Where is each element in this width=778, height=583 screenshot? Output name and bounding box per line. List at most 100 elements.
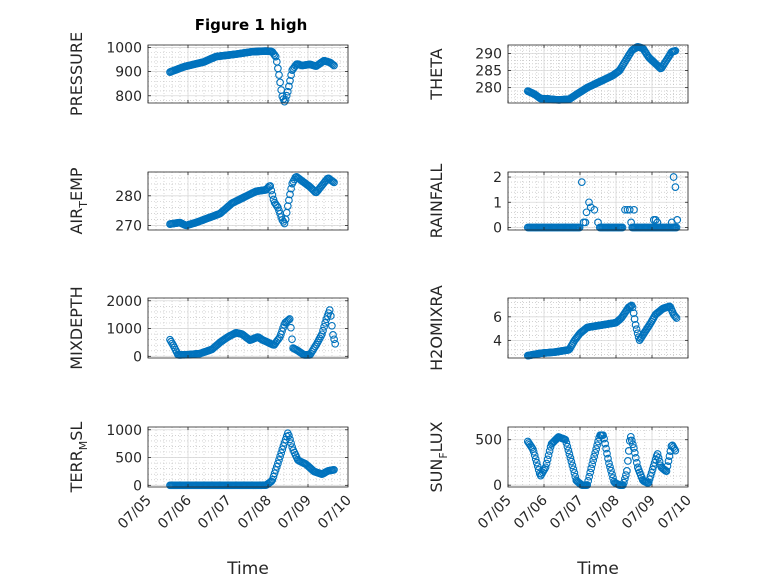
data-point bbox=[581, 218, 590, 227]
data-point bbox=[287, 71, 295, 79]
data-point bbox=[603, 449, 611, 458]
data-point bbox=[267, 186, 276, 195]
data-point bbox=[588, 460, 597, 469]
data-point bbox=[647, 468, 656, 477]
data-point bbox=[589, 456, 598, 465]
data-point bbox=[623, 467, 631, 475]
data-point bbox=[608, 470, 616, 479]
x-tick-label: 07/06 bbox=[155, 492, 195, 532]
series-markers bbox=[523, 173, 682, 232]
data-point bbox=[565, 450, 574, 458]
data-point bbox=[601, 439, 609, 448]
data-point bbox=[577, 178, 586, 186]
data-point bbox=[286, 76, 294, 85]
x-tick-label: 07/07 bbox=[195, 493, 235, 533]
data-point bbox=[283, 316, 292, 325]
x-tick-label: 07/06 bbox=[511, 492, 551, 532]
data-point bbox=[653, 218, 662, 227]
data-point bbox=[270, 51, 279, 59]
y-axis-label: MIXDEPTH bbox=[67, 286, 86, 369]
data-point bbox=[311, 342, 320, 351]
data-point bbox=[669, 173, 678, 181]
data-point bbox=[607, 466, 615, 475]
y-tick-label: 1000 bbox=[106, 40, 142, 56]
data-point bbox=[166, 335, 174, 344]
data-point bbox=[671, 312, 680, 321]
y-tick-label: 0 bbox=[133, 478, 142, 494]
data-point bbox=[321, 319, 330, 327]
y-tick-label: 500 bbox=[115, 451, 142, 467]
y-axis-label: TERRMSL bbox=[67, 422, 90, 494]
data-point bbox=[543, 455, 552, 464]
data-point bbox=[671, 183, 680, 191]
data-point bbox=[276, 78, 284, 87]
data-point bbox=[673, 216, 682, 224]
data-point bbox=[533, 462, 542, 471]
data-point bbox=[275, 456, 283, 464]
data-point bbox=[278, 445, 287, 454]
data-point bbox=[632, 458, 641, 467]
y-axis-label: AIRTEMP bbox=[67, 167, 90, 234]
data-point bbox=[272, 462, 281, 471]
data-point bbox=[605, 459, 613, 468]
data-point bbox=[285, 431, 293, 440]
data-point bbox=[270, 469, 279, 478]
plot-area bbox=[508, 172, 688, 230]
data-point bbox=[320, 322, 328, 331]
chart-rainfall: 0 1 2 RAINFALL bbox=[427, 164, 689, 238]
data-point bbox=[632, 325, 641, 334]
data-point bbox=[330, 178, 338, 187]
data-point bbox=[653, 450, 662, 458]
data-point bbox=[545, 447, 554, 455]
data-point bbox=[582, 208, 591, 217]
x-axis-label: Time bbox=[576, 559, 619, 579]
plot-area bbox=[148, 427, 348, 487]
x-tick-label: 07/08 bbox=[235, 493, 275, 533]
data-point bbox=[672, 314, 681, 322]
y-tick-label: 285 bbox=[475, 64, 502, 80]
data-point bbox=[328, 321, 336, 330]
data-point bbox=[266, 478, 275, 487]
series-markers bbox=[166, 47, 338, 106]
x-tick-label: 07/07 bbox=[547, 493, 587, 533]
data-point bbox=[584, 477, 593, 485]
data-point bbox=[564, 446, 573, 455]
data-point bbox=[276, 452, 284, 461]
data-point bbox=[283, 87, 292, 96]
data-point bbox=[593, 441, 601, 450]
data-point bbox=[561, 435, 570, 444]
data-point bbox=[271, 52, 280, 61]
data-point bbox=[267, 477, 276, 486]
data-point bbox=[168, 339, 177, 348]
data-point bbox=[529, 447, 538, 456]
data-point bbox=[648, 465, 657, 474]
x-axis-label: Time bbox=[226, 559, 269, 579]
data-point bbox=[569, 465, 578, 474]
data-point bbox=[544, 451, 553, 460]
data-point bbox=[621, 474, 629, 483]
y-tick-label: 0 bbox=[493, 478, 502, 494]
data-point bbox=[671, 46, 680, 55]
axes-box bbox=[147, 44, 349, 104]
data-point bbox=[286, 435, 294, 444]
y-tick-label: 800 bbox=[115, 89, 142, 105]
data-point bbox=[586, 468, 595, 477]
chart-pressure: 800 900 1000 PRESSURE bbox=[67, 32, 349, 116]
data-point bbox=[268, 475, 277, 484]
y-tick-label: 6 bbox=[493, 310, 502, 326]
data-point bbox=[268, 191, 277, 199]
data-point bbox=[590, 205, 599, 214]
data-point bbox=[562, 439, 571, 447]
data-point bbox=[567, 457, 576, 466]
y-tick-label: 2000 bbox=[106, 294, 142, 310]
data-point bbox=[531, 455, 540, 463]
y-tick-label: 4 bbox=[493, 333, 502, 349]
data-point bbox=[329, 331, 337, 339]
data-point bbox=[278, 327, 286, 336]
axes-box bbox=[507, 171, 689, 231]
data-point bbox=[626, 432, 635, 441]
series-markers bbox=[166, 429, 338, 490]
data-point bbox=[625, 302, 634, 311]
axes-box bbox=[147, 171, 349, 231]
